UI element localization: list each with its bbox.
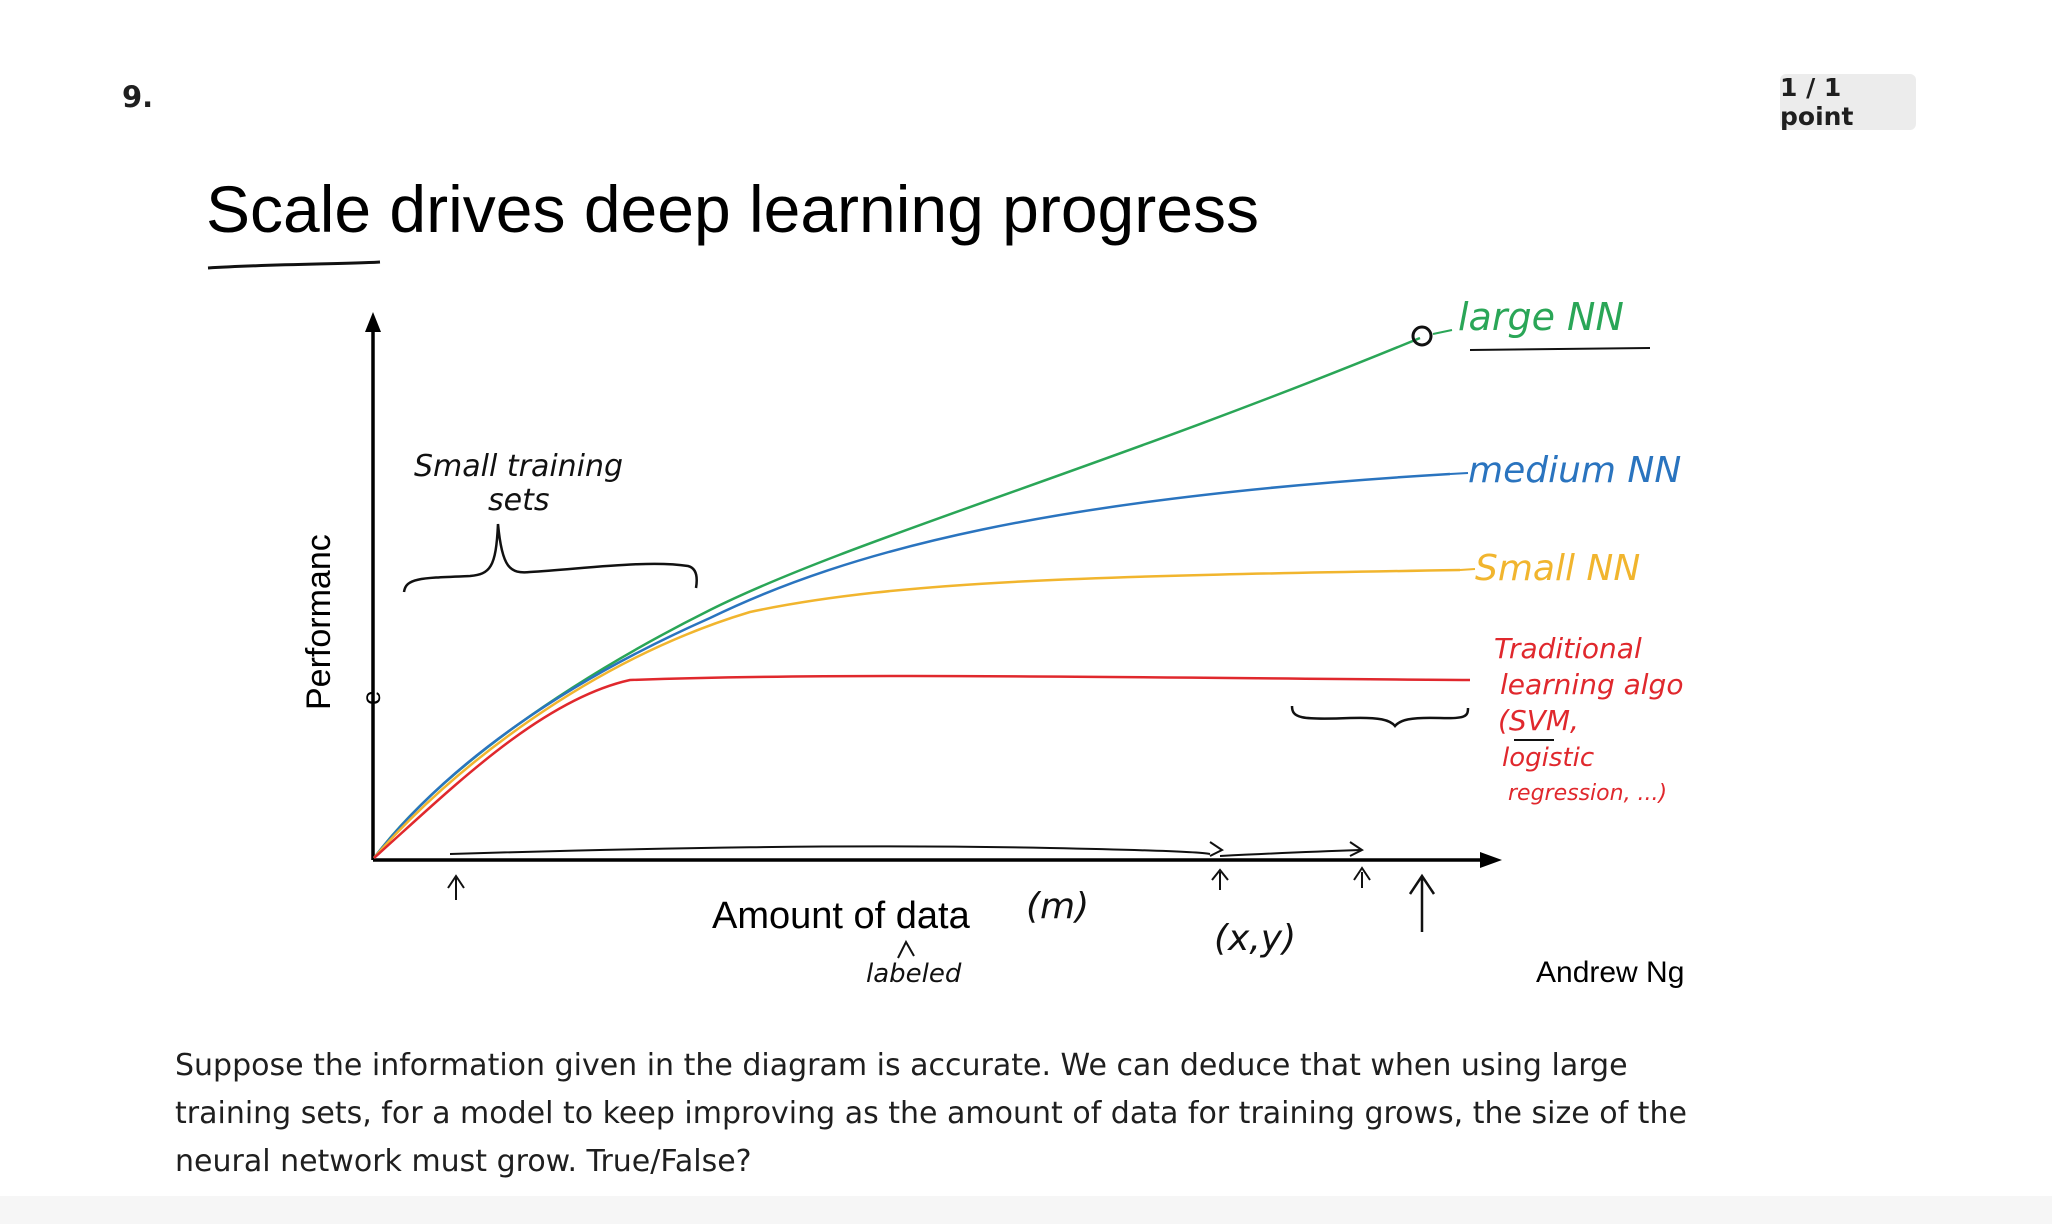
x-axis-arrow bbox=[1480, 852, 1502, 868]
small-nn-pointer bbox=[1459, 568, 1476, 571]
small-training-brace bbox=[402, 523, 698, 593]
labeled-caret bbox=[897, 939, 915, 959]
slide-credit: Andrew Ng bbox=[1536, 956, 1684, 989]
curve-small-nn bbox=[373, 568, 1461, 859]
large-nn-underline bbox=[1469, 347, 1651, 351]
y-axis-label: Performanc bbox=[300, 534, 338, 710]
points-badge: 1 / 1 point bbox=[1780, 73, 1916, 131]
label-medium-nn: medium NN bbox=[1468, 450, 1681, 491]
large-nn-dot bbox=[1411, 325, 1433, 347]
label-m: (m) bbox=[1026, 886, 1089, 927]
y-axis-label-extra: e bbox=[356, 691, 386, 705]
question-number: 9. bbox=[122, 80, 154, 114]
label-small-nn: Small NN bbox=[1475, 548, 1640, 589]
tick-arrow-xy bbox=[1211, 868, 1229, 890]
x-axis-label: Amount of data bbox=[712, 895, 971, 937]
tick-arrow-large bbox=[1408, 873, 1436, 932]
small-training-sets-line1: Small training bbox=[414, 449, 623, 484]
data-span-stroke bbox=[449, 845, 1211, 855]
curve-large-nn bbox=[373, 336, 1421, 859]
medium-nn-pointer bbox=[1449, 472, 1469, 475]
label-labeled: labeled bbox=[866, 959, 962, 989]
label-traditional-line2: learning algo bbox=[1500, 668, 1683, 701]
label-traditional-line5: regression, ...) bbox=[1508, 781, 1667, 806]
data-span-stroke-2 bbox=[1219, 849, 1361, 857]
title-underline bbox=[207, 260, 381, 270]
scale-diagram: Scale drives deep learning progress Perf… bbox=[206, 172, 1684, 989]
slide-title: Scale drives deep learning progress bbox=[206, 172, 1259, 246]
label-traditional-line1: Traditional bbox=[1494, 632, 1642, 665]
lecture-slide-image: Scale drives deep learning progress Perf… bbox=[150, 160, 1790, 1020]
question-text: Suppose the information given in the dia… bbox=[175, 1048, 1687, 1179]
small-training-sets-line2: sets bbox=[488, 483, 549, 518]
y-axis-arrow bbox=[365, 312, 381, 332]
large-data-brace bbox=[1290, 705, 1470, 728]
bottom-strip bbox=[0, 1196, 2052, 1224]
label-traditional-line4: logistic bbox=[1502, 743, 1594, 773]
label-traditional-line3: (SVM, bbox=[1498, 704, 1579, 737]
large-nn-pointer bbox=[1432, 329, 1453, 335]
label-large-nn: large NN bbox=[1458, 295, 1624, 339]
curve-traditional bbox=[373, 674, 1471, 859]
tick-arrow-mid bbox=[1353, 866, 1371, 888]
data-arrowhead-2 bbox=[1349, 841, 1364, 857]
label-xy: (x,y) bbox=[1214, 918, 1296, 959]
data-arrowhead-1 bbox=[1209, 841, 1224, 857]
tick-arrow-small bbox=[447, 874, 465, 900]
curve-medium-nn bbox=[373, 472, 1451, 859]
